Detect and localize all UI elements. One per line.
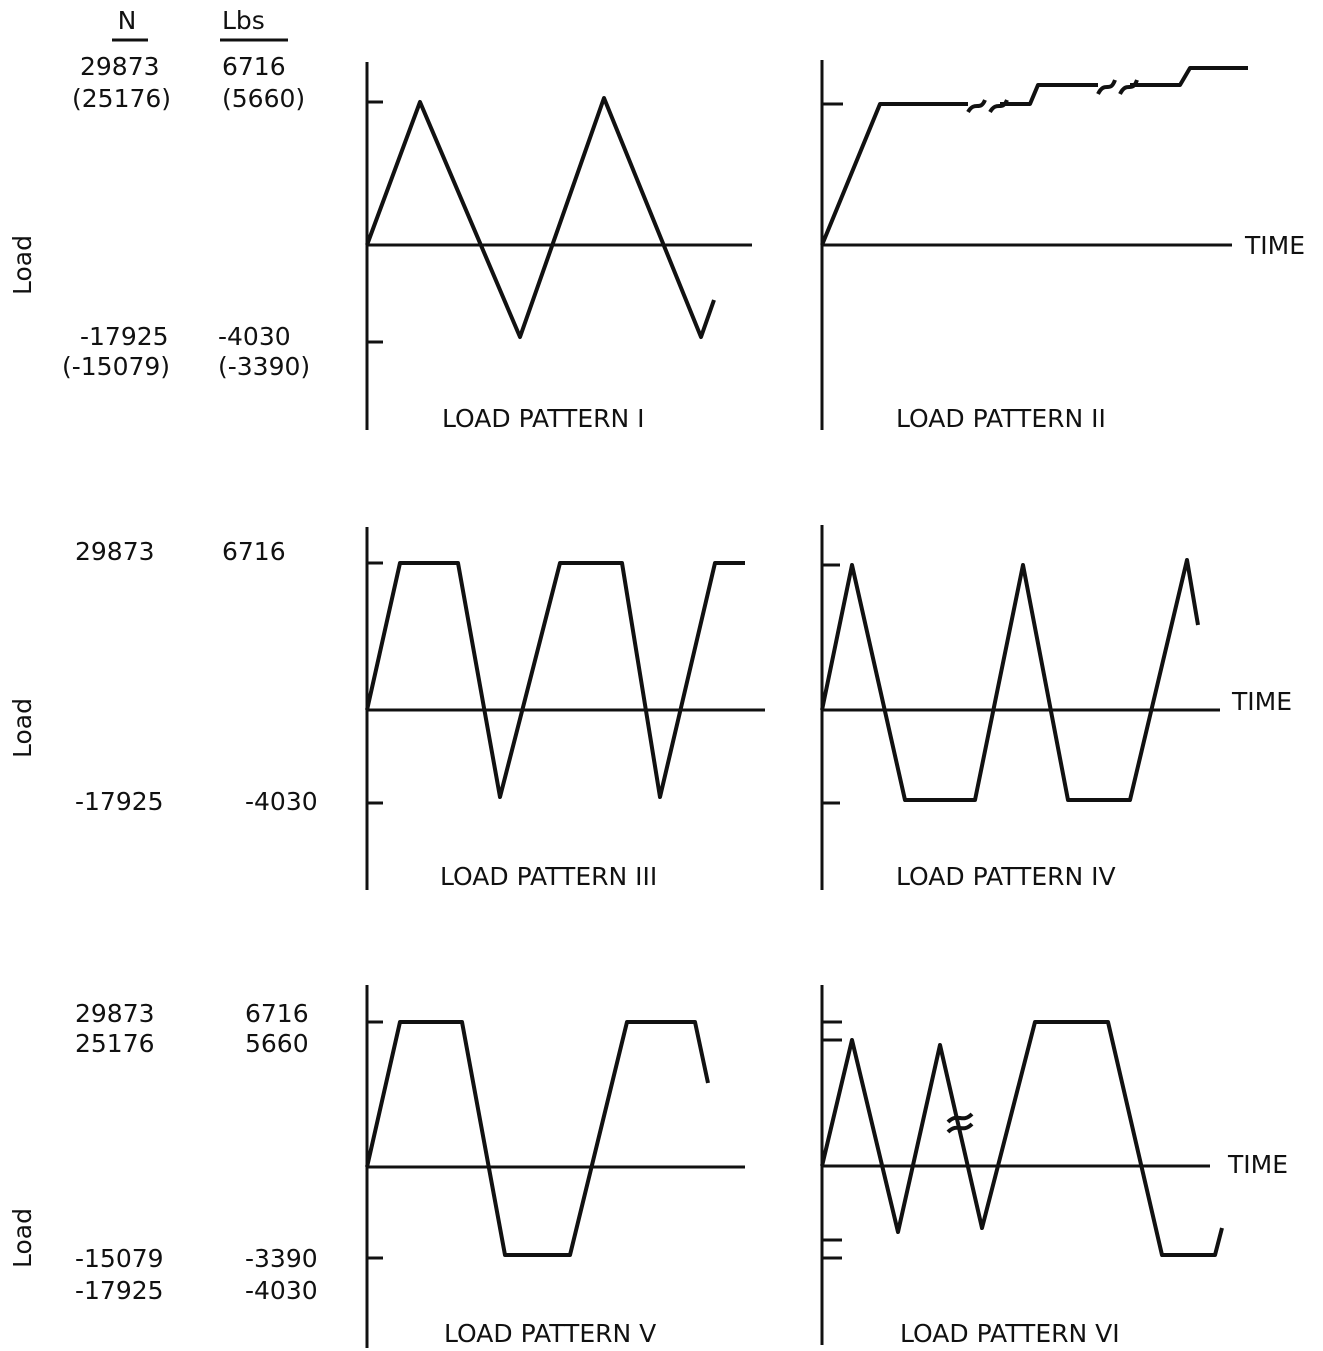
n-label: -15079 <box>75 1244 164 1273</box>
axes <box>820 60 1232 430</box>
time-label: TIME <box>1227 1150 1288 1179</box>
lbs-unit: Lbs <box>222 6 265 35</box>
axes <box>365 62 752 430</box>
pattern-title: LOAD PATTERN V <box>444 1319 656 1348</box>
waveform <box>365 1020 710 1257</box>
time-label: TIME <box>1231 687 1292 716</box>
axis-label: Load <box>8 235 37 295</box>
n-label: 25176 <box>75 1029 155 1058</box>
n-unit: N <box>118 6 137 35</box>
lbs-label: (-3390) <box>218 352 310 381</box>
lbs-label: 5660 <box>245 1029 309 1058</box>
axes <box>365 985 745 1348</box>
n-label: (25176) <box>72 84 171 113</box>
lbs-label: -3390 <box>245 1244 318 1273</box>
lbs-label: (5660) <box>222 84 305 113</box>
pattern-title: LOAD PATTERN VI <box>900 1319 1120 1348</box>
waveform <box>820 66 1248 246</box>
lbs-label: -4030 <box>245 787 318 816</box>
time-label: TIME <box>1244 231 1305 260</box>
pattern-title: LOAD PATTERN I <box>442 404 645 433</box>
waveform <box>365 96 716 339</box>
lbs-label: 6716 <box>245 999 309 1028</box>
pattern-title: LOAD PATTERN II <box>896 404 1106 433</box>
lbs-label: 6716 <box>222 537 286 566</box>
n-label: 29873 <box>80 52 160 81</box>
waveform <box>365 561 745 799</box>
waveform <box>820 558 1200 802</box>
pattern-title: LOAD PATTERN III <box>440 862 657 891</box>
n-label: 29873 <box>75 537 155 566</box>
n-label: -17925 <box>75 787 164 816</box>
axis-label: Load <box>8 1208 37 1268</box>
axes <box>365 527 765 890</box>
n-label: -17925 <box>75 1276 164 1305</box>
n-label: -17925 <box>80 322 169 351</box>
lbs-label: -4030 <box>218 322 291 351</box>
pattern-title: LOAD PATTERN IV <box>896 862 1116 891</box>
lbs-label: 6716 <box>222 52 286 81</box>
waveform <box>820 1020 1224 1257</box>
axis-label: Load <box>8 698 37 758</box>
n-label: (-15079) <box>62 352 170 381</box>
n-label: 29873 <box>75 999 155 1028</box>
lbs-label: -4030 <box>245 1276 318 1305</box>
